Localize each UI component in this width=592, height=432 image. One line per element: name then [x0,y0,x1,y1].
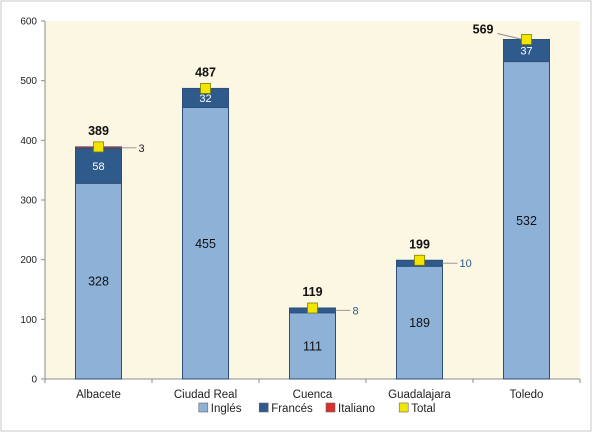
x-tick-label: Toledo [510,389,544,401]
total-marker [93,141,104,153]
y-tick-label: 400 [20,136,37,147]
total-marker [200,83,211,94]
data-label: 58 [92,161,104,173]
data-label: 10 [460,258,472,270]
legend-swatch [398,402,409,413]
callout-leader [497,33,523,40]
total-label: 199 [409,237,430,251]
data-label: 111 [303,339,322,353]
data-label: 3 [139,143,145,155]
y-tick-label: 600 [20,17,37,28]
x-tick-label: Ciudad Real [174,389,237,401]
legend-label: Total [411,403,435,415]
y-tick-label: 0 [31,375,37,386]
legend-swatch [325,402,336,413]
legend-swatch [258,402,269,413]
data-label: 532 [516,214,537,228]
y-tick-label: 200 [20,255,37,266]
x-tick-label: Albacete [76,389,121,401]
x-tick-label: Cuenca [293,389,333,401]
total-markers [93,34,532,314]
bar-segment [289,312,336,380]
y-axis: 0 100 200 300 400 500 600 [20,17,46,386]
data-label: 189 [409,316,430,330]
data-label: 455 [195,237,216,251]
x-tick-label: Guadalajara [388,389,451,401]
total-marker [414,254,425,266]
legend-label: Inglés [211,403,242,415]
y-tick-label: 500 [20,76,37,87]
legend-label: Italiano [338,403,375,415]
total-label: 569 [473,22,494,36]
y-tick-label: 300 [20,196,37,207]
bar-segment [75,182,122,380]
bar-segment [182,107,229,380]
y-tick-label: 100 [20,315,37,326]
data-labels: 328 58 455 32 111 189 532 37 3 8 10 389 487 119 199 569 [88,22,537,353]
total-label: 487 [195,65,216,79]
bar-segment [503,61,550,380]
data-label: 8 [353,305,359,317]
data-label: 328 [88,275,109,289]
bars [75,38,550,380]
total-label: 389 [88,124,109,138]
bar-segment [396,265,443,380]
total-marker [521,34,532,45]
data-label: 37 [520,46,532,58]
total-label: 119 [302,285,322,299]
legend-swatch [198,402,209,413]
total-marker [307,302,318,314]
legend: Inglés Francés Italiano Total [198,402,435,415]
data-label: 32 [199,93,211,105]
legend-label: Francés [271,403,313,415]
bar-segment [75,148,122,184]
